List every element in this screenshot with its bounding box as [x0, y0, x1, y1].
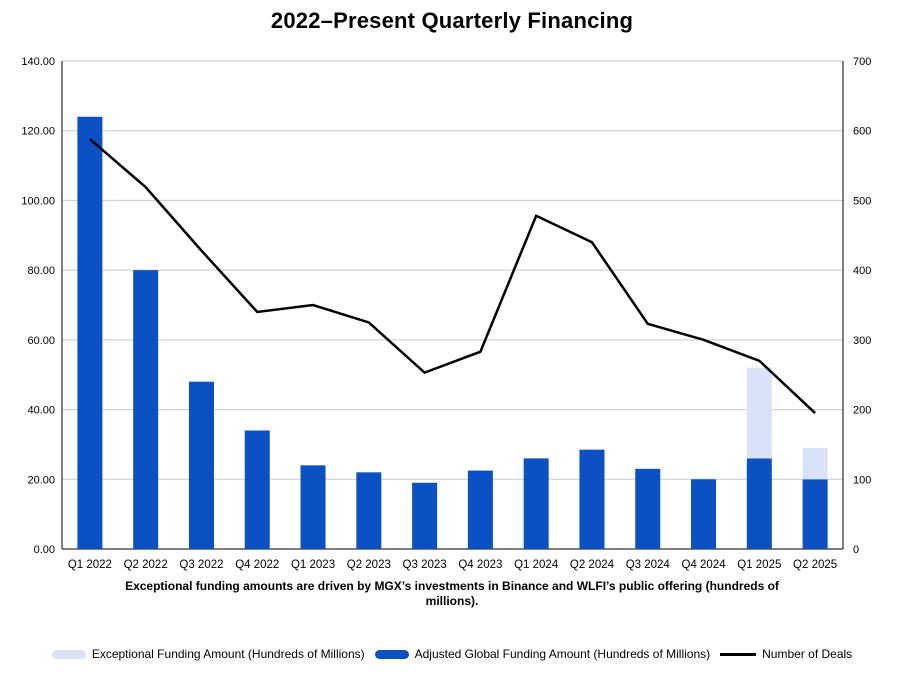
- bar-exceptional-Q1-2025: [746, 367, 772, 459]
- y-axis-label-right: 300: [853, 335, 871, 347]
- legend-item-exceptional-funding: Exceptional Funding Amount (Hundreds of …: [51, 647, 365, 661]
- x-axis-label: Q2 2025: [793, 559, 837, 571]
- y-axis-label-left: 140.00: [21, 56, 55, 68]
- x-axis-label: Q1 2022: [68, 559, 112, 571]
- legend-swatch-exceptional-icon: [51, 649, 86, 659]
- y-axis-label-left: 80.00: [27, 265, 55, 277]
- plot-area: 0 100 200 300 400 500 600 700 0.00 20.00 40.00 60.0…: [21, 56, 871, 571]
- bar-adjusted-Q4-2024: [691, 479, 717, 549]
- y-axis-label-left: 100.00: [21, 195, 55, 207]
- bar-adjusted-Q4-2023: [467, 470, 493, 549]
- x-axis-label: Q4 2024: [681, 559, 726, 571]
- legend-label-deals: Number of Deals: [762, 647, 853, 661]
- bar-adjusted-Q2-2022: [133, 270, 159, 549]
- bar-adjusted-Q3-2024: [635, 468, 661, 549]
- plot-background: [62, 61, 843, 549]
- y-axis-label-right: 200: [853, 405, 871, 417]
- caption-line-1: Exceptional funding amounts are driven b…: [125, 579, 779, 593]
- chart-title: 2022–Present Quarterly Financing: [270, 8, 634, 33]
- x-axis-label: Q3 2023: [403, 559, 447, 571]
- legend-item-adjusted-funding: Adjusted Global Funding Amount (Hundreds…: [374, 647, 711, 661]
- y-axis-label-right: 100: [853, 474, 871, 486]
- y-axis-label-right: 500: [853, 195, 871, 207]
- y-axis-label-left: 60.00: [27, 335, 55, 347]
- x-axis-label: Q1 2025: [737, 559, 781, 571]
- x-axis-label: Q3 2024: [626, 559, 671, 571]
- legend: Exceptional Funding Amount (Hundreds of …: [0, 647, 904, 661]
- x-axis-label: Q1 2023: [291, 559, 335, 571]
- y-axis-label-left: 0.00: [34, 544, 55, 556]
- deals-line: [89, 138, 816, 414]
- bar-adjusted-Q2-2024: [579, 449, 605, 549]
- bar-adjusted-Q1-2023: [300, 465, 326, 549]
- x-axis-label: Q2 2024: [570, 559, 615, 571]
- x-axis-label: Q2 2022: [124, 559, 168, 571]
- x-axis-label: Q3 2022: [179, 559, 223, 571]
- y-axis-label-left: 120.00: [21, 126, 55, 138]
- y-axis-label-right: 600: [853, 126, 871, 138]
- legend-label-adjusted: Adjusted Global Funding Amount (Hundreds…: [414, 647, 711, 661]
- bar-adjusted-Q3-2022: [188, 381, 214, 549]
- x-axis-label: Q4 2022: [235, 559, 279, 571]
- bar-adjusted-Q4-2022: [244, 430, 270, 549]
- legend-swatch-adjusted-icon: [374, 649, 409, 659]
- caption-line-2: millions).: [425, 594, 479, 608]
- legend-label-exceptional: Exceptional Funding Amount (Hundreds of …: [91, 647, 365, 661]
- bar-adjusted-Q1-2024: [523, 458, 549, 549]
- bar-adjusted-Q1-2022: [77, 116, 103, 550]
- y-axis-label-right: 0: [853, 544, 859, 556]
- x-axis-label: Q1 2024: [514, 559, 559, 571]
- bar-adjusted-Q2-2025: [802, 479, 828, 549]
- y-axis-label-left: 20.00: [27, 474, 55, 486]
- bar-adjusted-Q2-2023: [356, 472, 382, 549]
- chart-caption: Exceptional funding amounts are driven b…: [52, 579, 852, 609]
- y-axis-label-right: 400: [853, 265, 871, 277]
- legend-line-swatch-icon: [720, 652, 757, 656]
- x-axis-label: Q4 2023: [458, 559, 502, 571]
- x-axis-label: Q2 2023: [347, 559, 391, 571]
- bar-adjusted-Q3-2023: [412, 482, 438, 549]
- y-axis-label-right: 700: [853, 56, 871, 68]
- bar-exceptional-Q2-2025: [802, 447, 828, 480]
- y-axis-label-left: 40.00: [27, 405, 55, 417]
- legend-item-number-of-deals: Number of Deals: [720, 647, 852, 661]
- bar-adjusted-Q1-2025: [746, 458, 772, 549]
